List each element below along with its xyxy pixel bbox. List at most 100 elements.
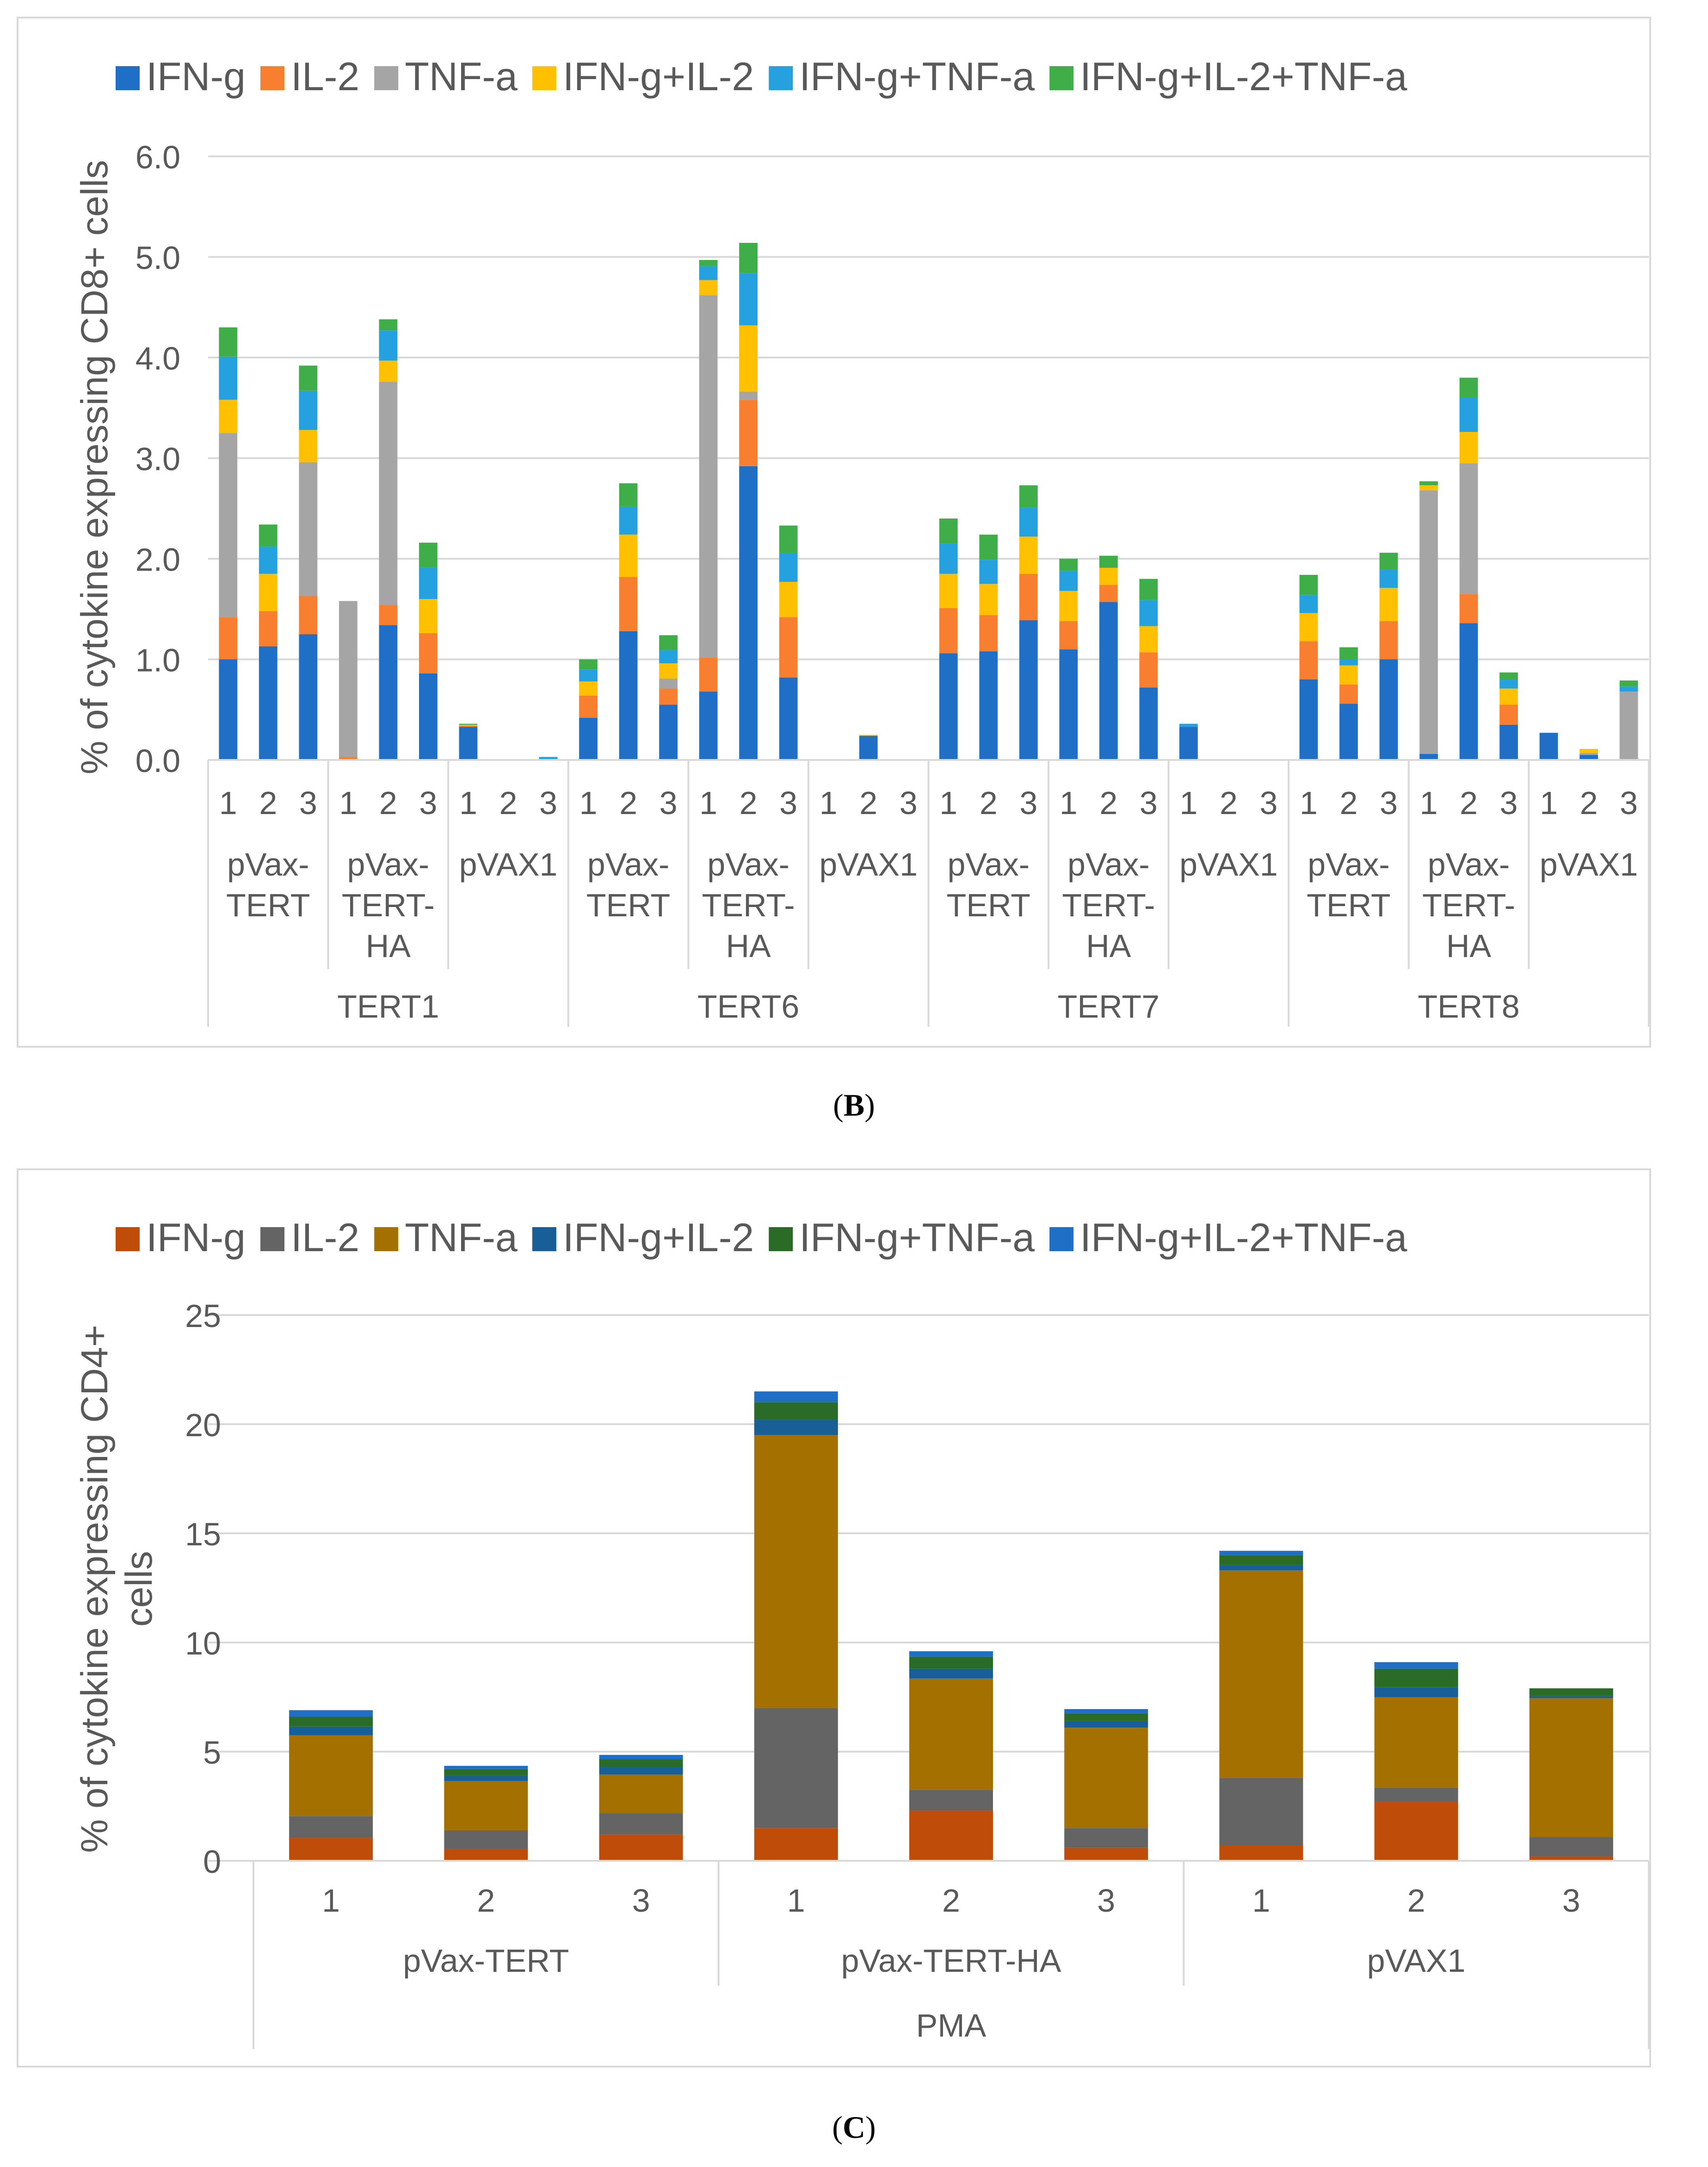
bar-segment — [419, 599, 438, 633]
cd8-chart: IFN-g IL-2 TNF-a IFN-g+IL-2 IFN-g+TNF-a IFN-g… — [17, 17, 1651, 1048]
bar-segment — [1579, 749, 1598, 753]
bar-segment — [909, 1656, 993, 1669]
bar-segment — [779, 677, 798, 760]
bar-segment — [579, 669, 598, 682]
bar-segment — [754, 1435, 838, 1708]
legend: IFN-g IL-2 TNF-a IFN-g+IL-2 IFN-g+TNF-a IFN-g… — [116, 55, 1407, 99]
bar-segment — [909, 1678, 993, 1790]
bar-segment — [1099, 602, 1118, 760]
legend-label: IL-2 — [291, 55, 359, 99]
bar-segment — [1019, 574, 1038, 620]
bar-segment — [1459, 623, 1478, 760]
group-label: HA — [366, 928, 411, 964]
bar-segment — [289, 1710, 373, 1717]
bar-segment — [909, 1810, 993, 1861]
bar-segment — [379, 605, 398, 625]
y-tick-label: 0 — [203, 1844, 221, 1880]
x-tick-label: 3 — [1500, 785, 1518, 821]
legend-swatch — [116, 1227, 140, 1251]
bars — [289, 1391, 1613, 1861]
legend-label: IFN-g+TNF-a — [799, 55, 1035, 99]
bar-segment — [619, 534, 638, 577]
x-tick-label: 2 — [1220, 785, 1238, 821]
group-label: TERT — [947, 887, 1031, 923]
bar-segment — [1059, 621, 1078, 649]
group-label: TERT- — [1062, 887, 1155, 923]
bar-segment — [419, 543, 438, 568]
bar-segment — [379, 319, 398, 331]
group-label-outer: TERT7 — [1058, 988, 1159, 1025]
y-axis-title-line: cells — [118, 1551, 160, 1627]
bar-segment — [619, 506, 638, 535]
bar-segment — [699, 295, 718, 658]
x-tick-label: 2 — [477, 1883, 495, 1919]
y-tick-label: 4.0 — [136, 340, 180, 377]
bar-segment — [219, 356, 238, 400]
bar-segment — [379, 382, 398, 605]
legend-label: IFN-g — [146, 1216, 246, 1260]
bar-segment — [1299, 641, 1318, 679]
bar-segment — [1499, 724, 1518, 760]
bar-segment — [419, 673, 438, 760]
bar-segment — [579, 717, 598, 760]
legend-label: TNF-a — [405, 55, 518, 99]
legend-label: IFN-g+IL-2 — [563, 55, 754, 99]
bar-segment — [539, 757, 558, 760]
bar-segment — [1499, 679, 1518, 689]
bar-segment — [739, 243, 758, 273]
bar-segment — [1529, 1698, 1613, 1837]
bar-segment — [1539, 733, 1558, 760]
bar-segment — [219, 327, 238, 357]
bar-segment — [599, 1774, 683, 1813]
x-tick-label: 2 — [1460, 785, 1478, 821]
bar-segment — [1059, 559, 1078, 571]
x-axis: 1 2 3 1 2 3 1 2 3 1 2 3 1 2 3 1 2 3 1 2 3 1 2 3 1 2 3 1 2 3 1 2 3 1 2 3pVax… — [207, 759, 1650, 1027]
legend-swatch — [532, 66, 556, 90]
bar-segment — [1419, 753, 1438, 760]
group-label: pVax- — [587, 846, 670, 883]
bar-segment — [459, 726, 478, 727]
bar-segment — [619, 577, 638, 631]
legend-label: TNF-a — [405, 1216, 518, 1260]
bar-segment — [739, 273, 758, 326]
bar-segment — [1374, 1668, 1458, 1687]
bar-segment — [1379, 552, 1398, 570]
bar-segment — [939, 608, 958, 654]
bar-segment — [1064, 1847, 1148, 1861]
bar-segment — [1139, 652, 1158, 688]
bar-segment — [444, 1766, 528, 1769]
bar-segment — [779, 552, 798, 582]
bar-segment — [1499, 704, 1518, 725]
bar-segment — [219, 433, 238, 617]
bar-segment — [259, 546, 277, 574]
x-tick-label: 2 — [1407, 1883, 1425, 1919]
x-tick-label: 2 — [1099, 785, 1117, 821]
bar-segment — [599, 1834, 683, 1861]
bar-segment — [1529, 1856, 1613, 1861]
x-tick-label: 1 — [1540, 785, 1558, 821]
bar-segment — [859, 735, 878, 736]
bar-segment — [619, 631, 638, 760]
group-label-outer: TERT6 — [697, 988, 799, 1025]
bar-segment — [379, 360, 398, 382]
bar-segment — [459, 724, 478, 726]
legend-swatch — [116, 66, 140, 90]
x-tick-label: 1 — [580, 785, 598, 821]
chart-frame — [17, 17, 1651, 1048]
y-tick-label: 3.0 — [136, 441, 180, 477]
bar-segment — [289, 1816, 373, 1838]
group-label: HA — [1086, 928, 1131, 964]
x-tick-label: 3 — [1620, 785, 1638, 821]
x-tick-label: 3 — [1380, 785, 1398, 821]
bar-segment — [1374, 1802, 1458, 1861]
bar-segment — [1529, 1837, 1613, 1857]
x-tick-label: 2 — [859, 785, 877, 821]
bar-segment — [1059, 571, 1078, 591]
bar-segment — [1459, 463, 1478, 594]
group-label: pVAX1 — [459, 846, 558, 883]
bar-segment — [444, 1781, 528, 1830]
bar-segment — [1459, 377, 1478, 398]
legend-swatch — [1049, 1227, 1074, 1251]
x-tick-label: 1 — [219, 785, 237, 821]
x-tick-label: 1 — [322, 1883, 340, 1919]
